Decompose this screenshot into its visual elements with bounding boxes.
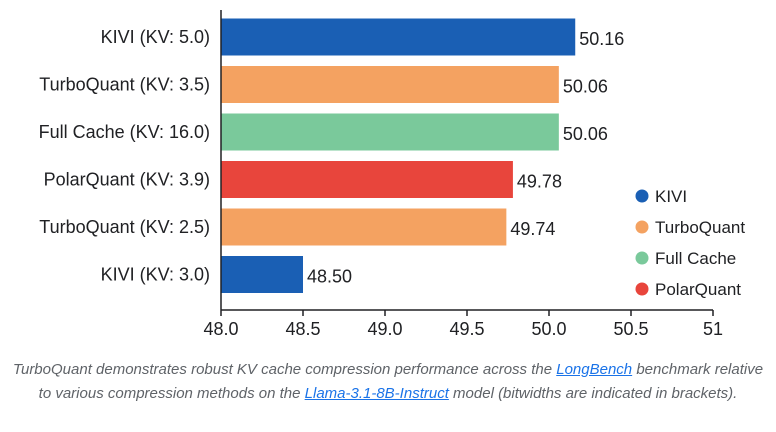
bar xyxy=(221,18,576,56)
x-tick-label: 49.5 xyxy=(449,319,484,339)
llama-model-link[interactable]: Llama-3.1-8B-Instruct xyxy=(304,385,449,402)
value-label: 50.06 xyxy=(563,77,608,97)
x-tick-label: 50.5 xyxy=(613,319,648,339)
x-tick-label: 49.0 xyxy=(367,319,402,339)
bar xyxy=(221,256,303,293)
bar xyxy=(221,113,559,151)
x-tick-label: 48.0 xyxy=(203,319,238,339)
category-label: Full Cache (KV: 16.0) xyxy=(39,122,210,142)
legend-label: PolarQuant xyxy=(655,280,741,299)
legend-marker xyxy=(635,251,649,265)
category-label: KIVI (KV: 5.0) xyxy=(101,27,210,47)
legend: KIVI TurboQuant Full Cache PolarQuant xyxy=(635,187,745,299)
chart-svg: KIVI (KV: 5.0) 50.16 TurboQuant (KV: 3.5) 5… xyxy=(39,10,745,339)
value-label: 50.16 xyxy=(579,29,624,49)
x-axis: 48.0 48.5 49.0 49.5 50.0 50.5 51 xyxy=(203,10,723,339)
caption-text-2: benchmark relative to various compressio… xyxy=(38,361,764,402)
x-tick-label: 48.5 xyxy=(285,319,320,339)
bar xyxy=(221,66,559,103)
caption-text-1: TurboQuant demonstrates robust KV cache … xyxy=(12,361,557,378)
bar xyxy=(221,161,513,198)
category-label: TurboQuant (KV: 3.5) xyxy=(39,75,210,95)
figure-caption: TurboQuant demonstrates robust KV cache … xyxy=(10,358,766,406)
value-label: 49.78 xyxy=(517,172,562,192)
category-label: PolarQuant (KV: 3.9) xyxy=(44,170,210,190)
labels-layer: KIVI (KV: 5.0) 50.16 TurboQuant (KV: 3.5) 5… xyxy=(39,27,625,287)
category-label: TurboQuant (KV: 2.5) xyxy=(39,217,210,237)
legend-marker xyxy=(635,282,649,296)
category-label: KIVI (KV: 3.0) xyxy=(101,265,210,285)
legend-marker xyxy=(635,220,649,234)
value-label: 49.74 xyxy=(510,219,555,239)
x-tick-label: 51 xyxy=(703,319,723,339)
bar xyxy=(221,208,507,246)
longbench-link[interactable]: LongBench xyxy=(556,361,633,378)
legend-label: KIVI xyxy=(655,187,687,206)
caption-text-3: model (bitwidths are indicated in bracke… xyxy=(448,385,738,402)
value-label: 48.50 xyxy=(307,267,352,287)
legend-marker xyxy=(635,189,649,203)
x-tick-label: 50.0 xyxy=(531,319,566,339)
value-label: 50.06 xyxy=(563,124,608,144)
bar-chart: KIVI (KV: 5.0) 50.16 TurboQuant (KV: 3.5) 5… xyxy=(39,10,745,339)
bars-layer xyxy=(221,18,576,293)
legend-label: Full Cache xyxy=(655,249,736,268)
legend-label: TurboQuant xyxy=(655,218,745,237)
